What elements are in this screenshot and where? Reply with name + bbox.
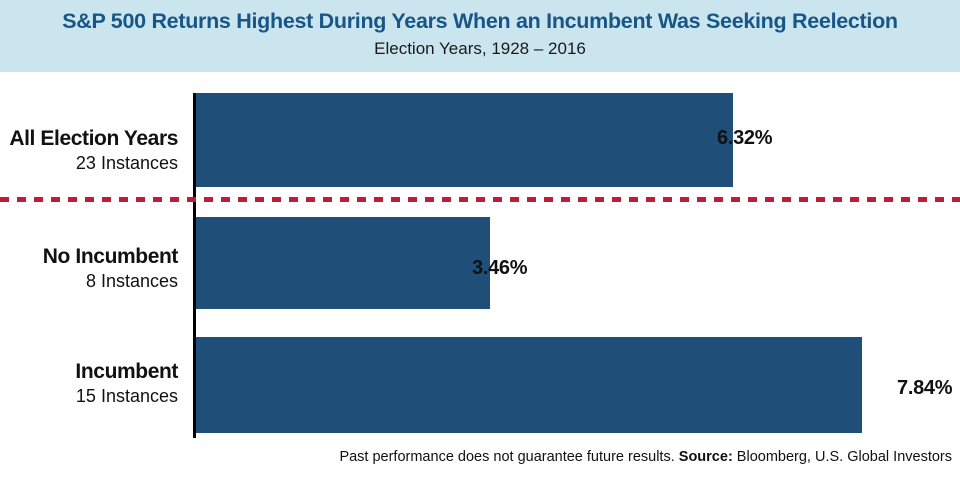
chart-title: S&P 500 Returns Highest During Years Whe… (62, 9, 898, 33)
value-label: 6.32% (717, 127, 773, 149)
bar-incumbent (196, 337, 862, 433)
source-label: Source: (678, 449, 733, 465)
value-label: 7.84% (897, 377, 953, 399)
dashed-separator-line (0, 197, 960, 202)
value-label: 3.46% (472, 257, 528, 279)
category-label-group: Incumbent 15 Instances (0, 359, 178, 408)
chart-subtitle: Election Years, 1928 – 2016 (374, 39, 586, 58)
source-value: Bloomberg, U.S. Global Investors (732, 449, 952, 465)
category-sublabel: 8 Instances (85, 271, 178, 291)
disclaimer-text: Past performance does not guarantee futu… (339, 449, 679, 465)
category-label: Incumbent (75, 360, 178, 383)
bar-all-election-years (196, 93, 733, 187)
y-axis-line (193, 93, 196, 438)
category-label-group: No Incumbent 8 Instances (0, 244, 179, 293)
category-label: No Incumbent (42, 245, 179, 268)
chart-header: S&P 500 Returns Highest During Years Whe… (0, 0, 960, 72)
category-label: All Election Years (9, 127, 178, 150)
category-sublabel: 15 Instances (75, 386, 178, 406)
bar-no-incumbent (196, 217, 490, 309)
category-label-group: All Election Years 23 Instances (0, 126, 178, 175)
category-sublabel: 23 Instances (75, 153, 178, 173)
footer-note: Past performance does not guarantee futu… (339, 449, 952, 465)
